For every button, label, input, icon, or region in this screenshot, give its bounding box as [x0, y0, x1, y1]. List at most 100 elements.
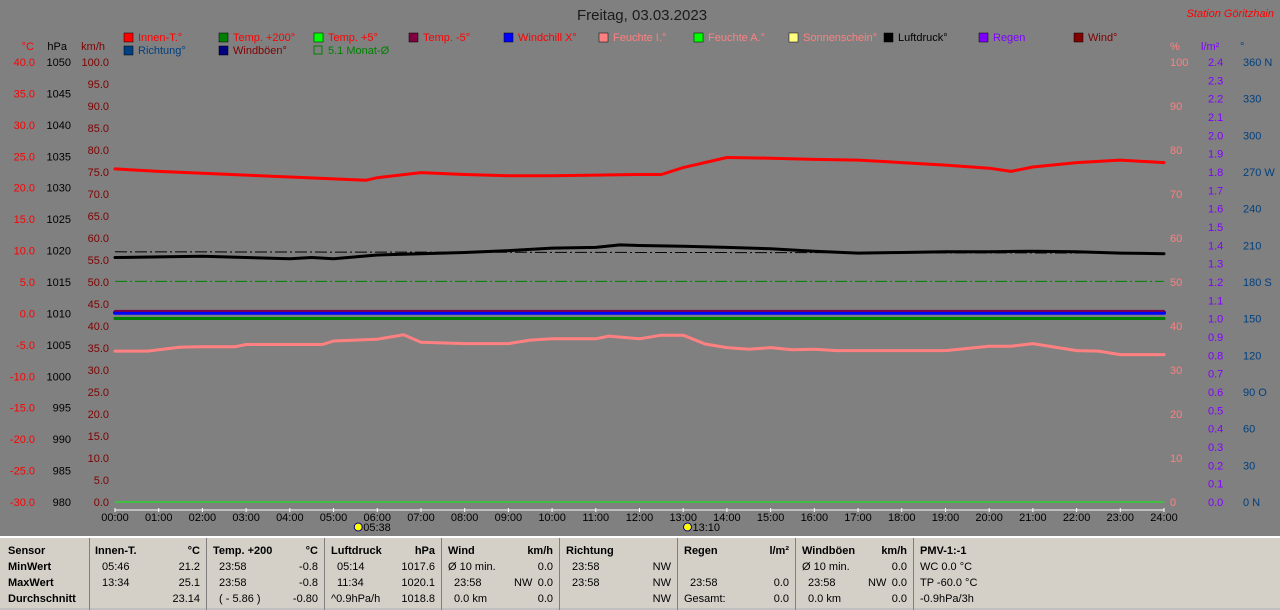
weather-chart: Freitag, 03.03.2023 Station Göritzhain I… [0, 0, 1280, 536]
celsius-tick-label: 15.0 [14, 214, 35, 226]
kmh-tick-label: 60.0 [88, 233, 109, 245]
chart-series [113, 156, 1166, 503]
hpa-tick-label: 1020 [47, 246, 71, 258]
legend-swatch [313, 32, 324, 43]
hpa-tick-label: 1025 [47, 214, 71, 226]
stats-pmv: PMV-1:-1 WC 0.0 °C TP -60.0 °C -0.9hPa/3… [913, 538, 1280, 610]
windboeen-distance: 0.0 km [808, 593, 842, 605]
stats-luftdruck: Luftdruck hPa 05:14 1017.6 11:34 1020.1 … [324, 538, 441, 610]
direction-tick-label: 330 [1243, 94, 1261, 106]
pmv-windchill: WC 0.0 °C [920, 561, 973, 573]
rain-tick-label: 0.3 [1208, 442, 1223, 454]
kmh-tick-label: 90.0 [88, 101, 109, 113]
regen-total: 0.0 [773, 593, 789, 605]
wind-max-time: 23:58 [454, 577, 482, 589]
rain-tick-label: 1.4 [1208, 240, 1223, 252]
kmh-tick-label: 15.0 [88, 431, 109, 443]
windboeen-title: Windböen [802, 545, 856, 557]
kmh-axis-unit: km/h [81, 41, 105, 53]
temp200-unit: °C [305, 545, 318, 557]
percent-axis-unit: % [1170, 41, 1180, 53]
windboeen-min-label: Ø 10 min. [802, 561, 850, 573]
windboeen-max-time: 23:58 [808, 577, 836, 589]
legend-swatch [788, 32, 799, 43]
legend-swatch [1073, 32, 1084, 43]
kmh-tick-label: 30.0 [88, 365, 109, 377]
rain-tick-label: 1.3 [1208, 259, 1223, 271]
legend-swatch [693, 32, 704, 43]
celsius-tick-label: -10.0 [10, 371, 35, 383]
x-tick-label: 04:00 [276, 512, 304, 524]
celsius-tick-label: -25.0 [10, 466, 35, 478]
x-tick-label: 20:00 [975, 512, 1003, 524]
regen-total-label: Gesamt: [684, 593, 726, 605]
rain-tick-label: 1.9 [1208, 149, 1223, 161]
kmh-tick-label: 50.0 [88, 277, 109, 289]
wind-min-label: Ø 10 min. [448, 561, 496, 573]
rain-tick-label: 1.8 [1208, 167, 1223, 179]
percent-tick-label: 10 [1170, 453, 1182, 465]
richtung-min-value: NW [652, 561, 671, 573]
hpa-tick-label: 980 [53, 497, 71, 509]
legend-label: 5.1 Monat-Ø [328, 45, 390, 57]
legend-swatch [313, 45, 323, 55]
celsius-tick-label: 20.0 [14, 183, 35, 195]
pmv-pressure-trend: -0.9hPa/3h [920, 593, 974, 605]
percent-tick-label: 60 [1170, 233, 1182, 245]
legend-swatch [978, 32, 989, 43]
legend-label: Regen [993, 32, 1025, 44]
richtung-max-time: 23:58 [572, 577, 600, 589]
hpa-tick-label: 1005 [47, 340, 71, 352]
legend-label: Feuchte I.° [613, 32, 666, 44]
luftdruck-min-value: 1017.6 [401, 561, 435, 573]
stats-row-labels: Sensor MinWert MaxWert Durchschnitt [0, 538, 89, 610]
stats-richtung: Richtung 23:58 NW 23:58 NW NW [559, 538, 677, 610]
x-tick-label: 24:00 [1150, 512, 1178, 524]
rain-axis-unit: l/m² [1201, 41, 1220, 53]
direction-tick-label: 0 N [1243, 497, 1260, 509]
rain-tick-label: 2.3 [1208, 75, 1223, 87]
x-tick-label: 19:00 [932, 512, 960, 524]
innen-title: Innen-T. [95, 545, 137, 557]
x-tick-label: 16:00 [801, 512, 829, 524]
celsius-tick-label: 40.0 [14, 57, 35, 69]
direction-tick-label: 210 [1243, 240, 1261, 252]
celsius-tick-label: -5.0 [16, 340, 35, 352]
chart-legend: Innen-T.° Temp. +200° Temp. +5° Temp. -5° Wi… [123, 32, 1117, 57]
kmh-tick-label: 55.0 [88, 255, 109, 267]
rain-tick-label: 0.8 [1208, 350, 1223, 362]
rain-tick-label: 2.4 [1208, 57, 1223, 69]
hpa-tick-label: 1000 [47, 371, 71, 383]
x-tick-label: 15:00 [757, 512, 785, 524]
percent-tick-label: 80 [1170, 145, 1182, 157]
innen-max-time: 13:34 [102, 577, 130, 589]
row-label-sensor: Sensor [8, 545, 46, 557]
direction-tick-label: 150 [1243, 314, 1261, 326]
direction-tick-label: 240 [1243, 204, 1261, 216]
x-tick-label: 12:00 [626, 512, 654, 524]
wind-max-value: 0.0 [537, 577, 553, 589]
legend-label: Richtung° [138, 45, 186, 57]
kmh-tick-label: 100.0 [81, 57, 109, 69]
series-line-innen-t [113, 156, 1166, 182]
luftdruck-max-value: 1020.1 [401, 577, 435, 589]
legend-label: Innen-T.° [138, 32, 182, 44]
series-line-feuchte-i [113, 333, 1166, 357]
x-tick-label: 13:00 [669, 512, 697, 524]
kmh-tick-label: 25.0 [88, 387, 109, 399]
kmh-tick-label: 40.0 [88, 321, 109, 333]
regen-title: Regen [684, 545, 718, 557]
legend-label: Temp. +5° [328, 32, 378, 44]
series-line-luftdruck-durchschnitt [114, 251, 1165, 254]
direction-tick-label: 120 [1243, 350, 1261, 362]
legend-label: Temp. -5° [423, 32, 470, 44]
celsius-tick-label: 0.0 [20, 308, 35, 320]
x-tick-label: 14:00 [713, 512, 741, 524]
innen-max-value: 25.1 [178, 577, 200, 589]
legend-swatch [883, 32, 894, 43]
chart-axes: °C 40.0 35.0 30.0 25.0 20.0 15.0 10.0 5.0 0.0 -5.0… [10, 41, 1275, 509]
hpa-axis-unit: hPa [47, 41, 67, 53]
innen-min-value: 21.2 [178, 561, 200, 573]
kmh-tick-label: 20.0 [88, 409, 109, 421]
kmh-tick-label: 95.0 [88, 79, 109, 91]
